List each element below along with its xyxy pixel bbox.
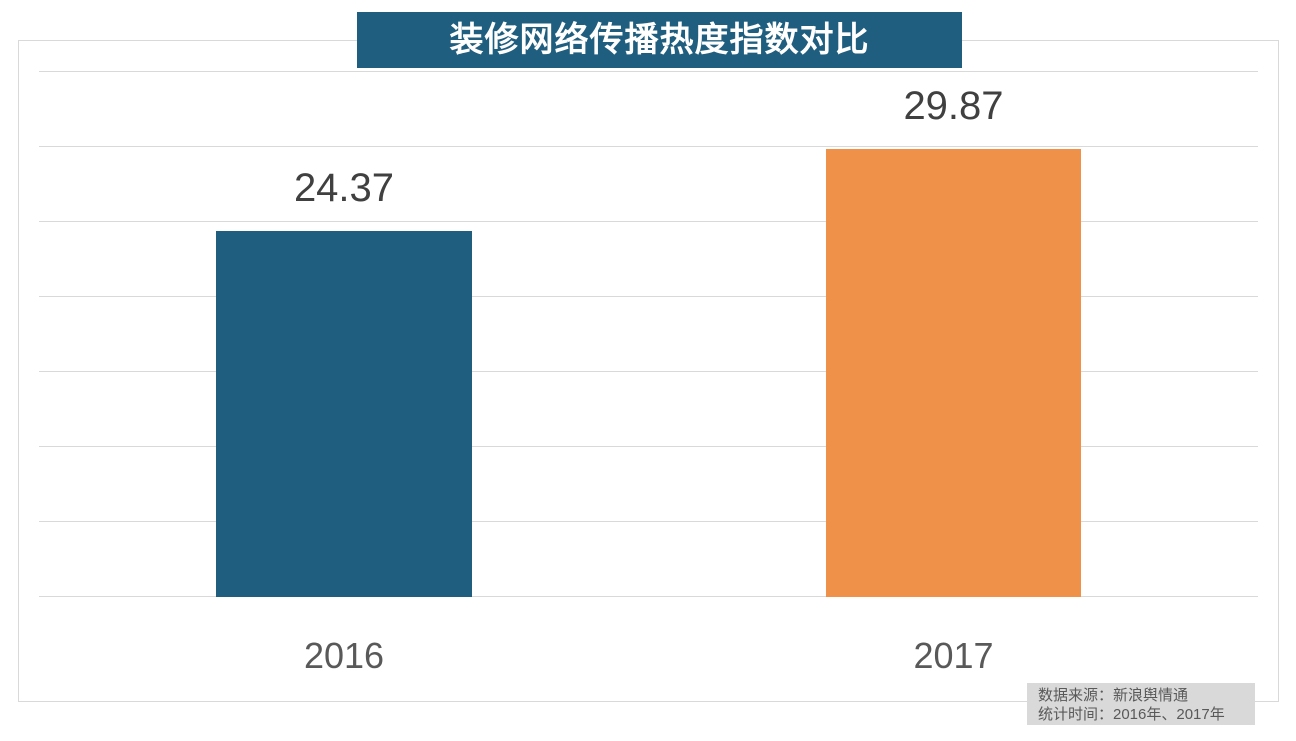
value-label-2017: 29.87 bbox=[903, 84, 1004, 128]
gridline bbox=[39, 71, 1258, 72]
gridline bbox=[39, 296, 1258, 297]
gridline bbox=[39, 446, 1258, 447]
gridline bbox=[39, 521, 1258, 522]
data-source-line: 数据来源：新浪舆情通 bbox=[1038, 687, 1189, 704]
chart-title: 装修网络传播热度指数对比 bbox=[449, 21, 870, 59]
gridline bbox=[39, 221, 1258, 222]
x-axis-line bbox=[39, 596, 1258, 597]
category-label-2016: 2016 bbox=[303, 635, 385, 676]
gridline bbox=[39, 371, 1258, 372]
data-source-note: 数据来源：新浪舆情通 统计时间：2016年、2017年 bbox=[1027, 683, 1255, 725]
gridlines bbox=[39, 71, 1258, 597]
stat-period-line: 统计时间：2016年、2017年 bbox=[1038, 706, 1225, 723]
bar-2016 bbox=[216, 231, 472, 597]
bar-2017 bbox=[826, 149, 1081, 597]
value-label-2016: 24.37 bbox=[293, 166, 395, 210]
gridline bbox=[39, 146, 1258, 147]
chart-title-banner: 装修网络传播热度指数对比 bbox=[357, 12, 962, 68]
category-label-2017: 2017 bbox=[913, 635, 994, 676]
